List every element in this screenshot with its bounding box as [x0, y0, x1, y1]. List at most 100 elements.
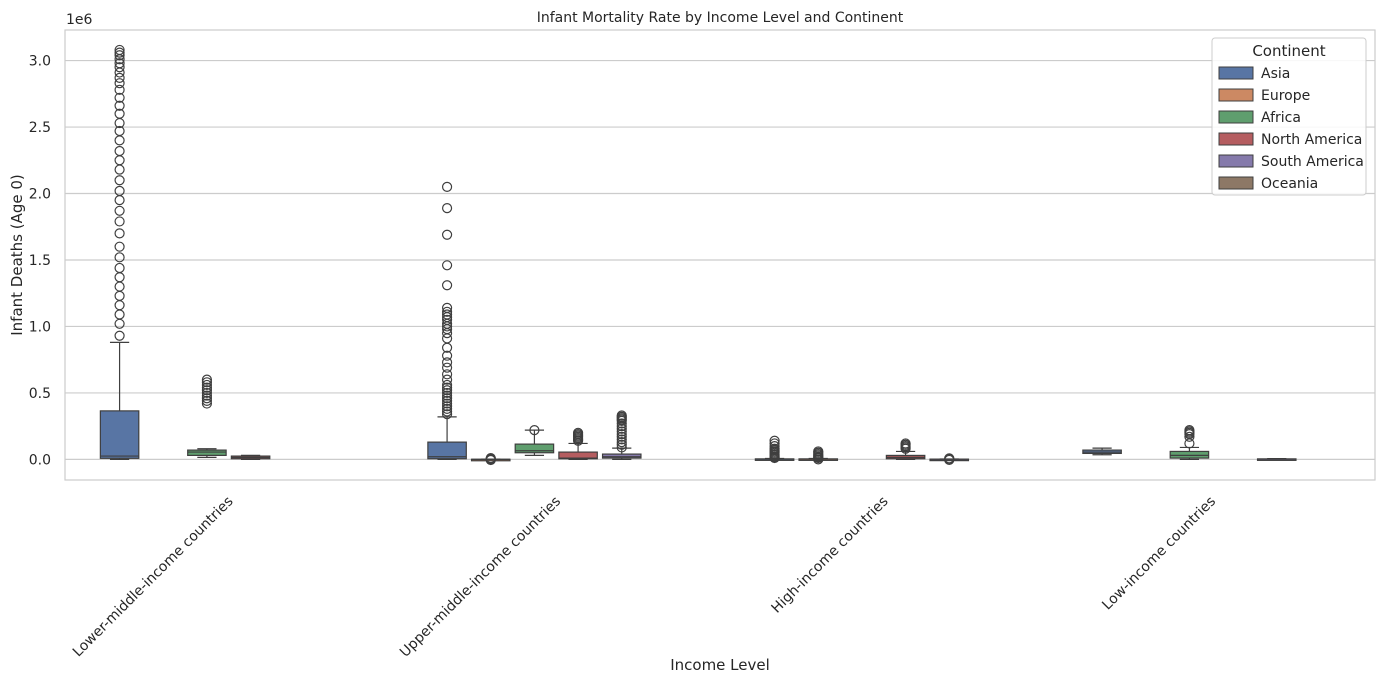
outlier-point	[114, 67, 125, 78]
outlier-point	[769, 441, 780, 452]
outlier-point	[441, 385, 453, 396]
outlier-point	[114, 125, 125, 137]
outlier-point	[616, 439, 627, 450]
outlier-point	[485, 452, 496, 464]
legend-swatch	[1218, 154, 1254, 168]
outlier-point	[201, 382, 213, 393]
outlier-point	[201, 395, 213, 407]
outlier-point	[441, 350, 453, 361]
outlier-point	[114, 185, 125, 196]
outlier-point	[529, 425, 540, 436]
outlier-point	[441, 229, 453, 240]
y-tick-label: 0.0	[29, 452, 51, 468]
box-north-america	[885, 438, 926, 460]
outlier-point	[114, 44, 125, 56]
outlier-point	[441, 302, 453, 313]
outlier-point	[616, 442, 627, 453]
outlier-point	[114, 164, 125, 175]
outlier-point	[441, 203, 453, 214]
outlier-point	[114, 175, 125, 186]
box-iqr	[187, 449, 227, 457]
outlier-point	[1184, 425, 1195, 436]
outlier-point	[114, 290, 125, 301]
plot-area-frame	[64, 29, 1376, 481]
box-asia	[1082, 447, 1122, 456]
outlier-point	[441, 382, 453, 393]
box-south-america	[929, 453, 970, 466]
legend-entry-label: South America	[1261, 154, 1364, 170]
legend-title: Continent	[1252, 42, 1325, 60]
outlier-point	[114, 300, 125, 311]
outlier-point	[944, 453, 955, 464]
legend-entries: Asia Europe Africa North America South Ameri…	[1218, 66, 1364, 192]
outlier-point	[769, 435, 780, 446]
box-asia	[99, 44, 140, 460]
legend-swatch	[1218, 132, 1254, 146]
box-asia	[427, 181, 467, 460]
box-iqr	[1169, 450, 1210, 459]
outlier-point	[114, 272, 125, 283]
outlier-point	[114, 108, 125, 119]
outlier-point	[441, 390, 453, 401]
outlier-point	[441, 181, 453, 192]
y-tick-label: 1.0	[29, 319, 51, 335]
outlier-point	[441, 306, 453, 317]
outlier-point	[114, 330, 125, 341]
y-axis-scale-label: 1e6	[66, 12, 93, 28]
outlier-point	[441, 401, 453, 412]
legend-swatch	[1218, 66, 1254, 80]
box-africa	[187, 374, 227, 459]
x-tick-label: Upper-middle-income countries	[397, 494, 564, 661]
outlier-point	[114, 155, 125, 166]
outlier-point	[114, 309, 125, 320]
outlier-point	[114, 135, 125, 146]
box-iqr	[99, 410, 140, 459]
x-axis-label: Income Level	[670, 656, 770, 674]
y-axis-label: Infant Deaths (Age 0)	[8, 174, 26, 336]
x-tick-label: Low-income countries	[1099, 494, 1219, 614]
outlier-point	[441, 309, 453, 320]
outlier-point	[114, 50, 125, 61]
outlier-point	[441, 333, 453, 344]
x-tick-label: Lower-middle-income countries	[70, 494, 237, 661]
outlier-point	[201, 387, 213, 399]
y-tick-label: 1.5	[29, 253, 51, 269]
legend-swatch	[1218, 176, 1254, 190]
outlier-point	[441, 387, 453, 399]
outlier-point	[114, 100, 125, 111]
outlier-point	[616, 429, 627, 440]
outlier-point	[201, 393, 213, 404]
box-iqr	[601, 453, 642, 459]
legend-swatch	[1218, 88, 1254, 102]
box-asia	[754, 435, 795, 464]
outlier-point	[441, 409, 453, 420]
outlier-point	[441, 362, 453, 373]
outlier-point	[114, 228, 125, 239]
outlier-point	[769, 443, 780, 454]
outlier-point	[900, 438, 911, 449]
box-north-america	[230, 454, 271, 460]
outlier-point	[114, 92, 125, 103]
outlier-point	[114, 78, 125, 89]
y-tick-label: 2.5	[29, 120, 51, 136]
box-africa	[514, 425, 555, 457]
outlier-point	[114, 252, 125, 263]
y-tick-label: 2.0	[29, 187, 51, 203]
outlier-point	[441, 379, 453, 391]
box-south-america	[601, 410, 642, 460]
box-iqr	[427, 441, 467, 460]
outlier-point	[201, 398, 213, 409]
legend: Continent Asia Europe Africa North America S…	[1211, 37, 1367, 196]
outlier-point	[572, 427, 584, 438]
outlier-point	[201, 374, 213, 385]
outlier-point	[616, 418, 627, 429]
box-north-america	[558, 427, 598, 460]
y-axis-ticks: 0.0 0.5 1.0 1.5 2.0 2.5 3.0	[29, 54, 51, 469]
outlier-point	[441, 393, 453, 404]
outlier-point	[441, 406, 453, 417]
gridlines	[65, 59, 1375, 460]
outlier-point	[441, 260, 453, 271]
legend-entry-label: Oceania	[1261, 176, 1318, 192]
outlier-point	[114, 205, 125, 216]
